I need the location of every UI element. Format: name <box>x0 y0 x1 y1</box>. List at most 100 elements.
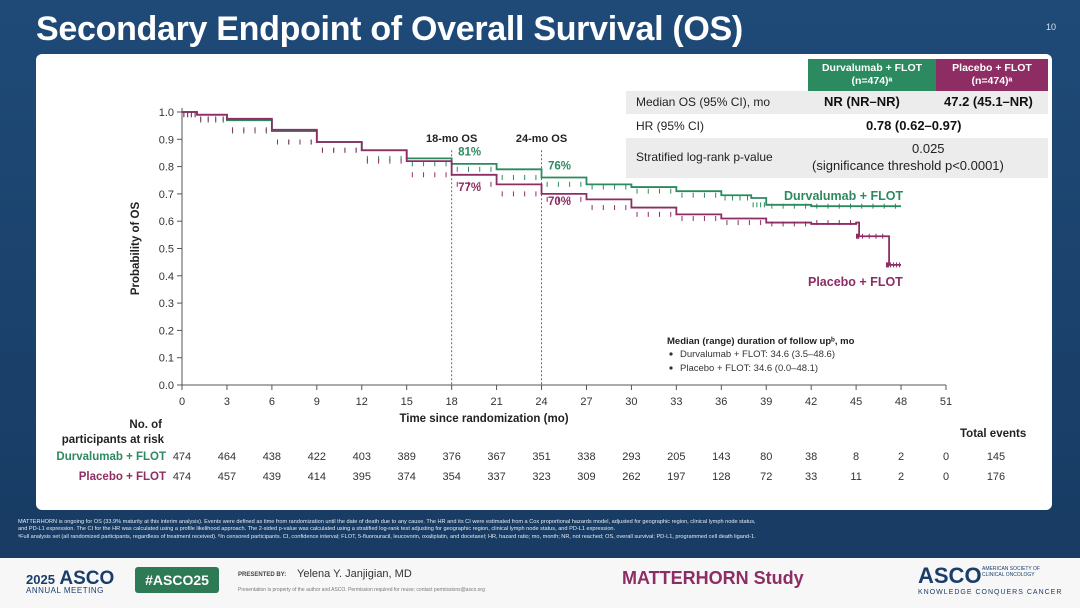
risk-count: 414 <box>308 471 326 483</box>
table-header-durvalumab: Durvalumab + FLOT (n=474)ᵃ <box>808 59 936 91</box>
y-tick-label: 0.1 <box>159 353 174 365</box>
bullet-icon <box>669 366 673 370</box>
asco-logo-right: ASCO <box>918 563 982 588</box>
risk-count: 457 <box>218 471 236 483</box>
presented-by-label: PRESENTED BY: <box>238 572 287 578</box>
total-events-value: 176 <box>987 471 1005 483</box>
series-label-placebo: Placebo + FLOT <box>808 275 903 289</box>
risk-count: 0 <box>943 471 949 483</box>
risk-count: 438 <box>263 451 281 463</box>
risk-count: 351 <box>532 451 550 463</box>
risk-count: 354 <box>442 471 460 483</box>
x-tick-label: 0 <box>179 396 185 408</box>
y-tick-label: 0.8 <box>159 162 174 174</box>
x-tick-label: 15 <box>401 396 413 408</box>
table-header-placebo-n: (n=474)ᵃ <box>971 75 1013 87</box>
risk-count: 439 <box>263 471 281 483</box>
asco-meeting-logo: 2025 ASCO <box>26 568 114 590</box>
follow-up-title: Median (range) duration of follow upᵇ, m… <box>667 336 855 347</box>
log-rank-threshold: (significance threshold p<0.0001) <box>812 158 1004 173</box>
x-tick-label: 42 <box>805 396 817 408</box>
landmark-durvalumab-value: 81% <box>458 147 481 159</box>
hr-value: 0.78 (0.62–0.97) <box>866 118 962 133</box>
risk-count: 72 <box>760 471 772 483</box>
footnote: MATTERHORN is ongoing for OS (33.9% matu… <box>18 519 1066 541</box>
footnote-line-2: and PD-L1 expression. The CI for the HR … <box>18 526 616 533</box>
risk-count: 367 <box>487 451 505 463</box>
x-tick-label: 30 <box>625 396 637 408</box>
risk-table-title-2: participants at risk <box>62 434 165 446</box>
y-tick-label: 0.7 <box>159 189 174 201</box>
km-curve-placebo <box>182 111 902 266</box>
y-tick-label: 0.0 <box>159 380 174 392</box>
hr-label: HR (95% CI) <box>636 119 705 133</box>
hashtag-badge: #ASCO25 <box>135 567 219 593</box>
presenter-name: Yelena Y. Janjigian, MD <box>297 568 412 580</box>
risk-count: 11 <box>850 471 861 483</box>
risk-count: 389 <box>398 451 416 463</box>
risk-count: 376 <box>442 451 460 463</box>
landmark-placebo-value: 70% <box>548 196 571 208</box>
landmark-label-24mo: 24-mo OS <box>516 133 567 145</box>
risk-count: 205 <box>667 451 685 463</box>
slide-number: 10 <box>1046 22 1057 32</box>
risk-count: 0 <box>943 451 949 463</box>
table-header-placebo-name: Placebo + FLOT <box>952 62 1032 74</box>
risk-count: 323 <box>532 471 550 483</box>
risk-row-label-placebo: Placebo + FLOT <box>79 471 166 483</box>
table-header-placebo: Placebo + FLOT (n=474)ᵃ <box>936 59 1048 91</box>
risk-count: 474 <box>173 451 191 463</box>
risk-count: 474 <box>173 471 191 483</box>
follow-up-durvalumab: Durvalumab + FLOT: 34.6 (3.5–48.6) <box>680 349 835 360</box>
y-tick-label: 0.2 <box>159 325 174 337</box>
risk-count: 403 <box>353 451 371 463</box>
risk-count: 464 <box>218 451 236 463</box>
risk-count: 38 <box>805 451 817 463</box>
median-os-durvalumab: NR (NR–NR) <box>824 94 900 109</box>
risk-count: 395 <box>353 471 371 483</box>
asco-tagline: KNOWLEDGE CONQUERS CANCER <box>918 589 1063 596</box>
risk-count: 80 <box>760 451 772 463</box>
y-tick-label: 1.0 <box>159 107 174 119</box>
x-tick-label: 27 <box>580 396 592 408</box>
risk-count: 143 <box>712 451 730 463</box>
median-os-label: Median OS (95% CI), mo <box>636 95 771 109</box>
x-tick-label: 36 <box>715 396 727 408</box>
median-os-placebo: 47.2 (45.1–NR) <box>944 94 1033 109</box>
x-tick-label: 18 <box>446 396 458 408</box>
risk-table-title-1: No. of <box>129 419 162 431</box>
risk-count: 374 <box>398 471 416 483</box>
risk-count: 337 <box>487 471 505 483</box>
footnote-line-3: ᵃFull analysis set (all randomized parti… <box>18 533 756 540</box>
risk-count: 338 <box>577 451 595 463</box>
table-row-log-rank: Stratified log-rank p-value 0.025 (signi… <box>626 138 1048 178</box>
x-tick-label: 33 <box>670 396 682 408</box>
total-events-value: 145 <box>987 451 1005 463</box>
x-tick-label: 9 <box>314 396 320 408</box>
x-tick-label: 39 <box>760 396 772 408</box>
landmark-placebo-value: 77% <box>458 182 481 194</box>
x-tick-label: 51 <box>940 396 952 408</box>
log-rank-p-value: 0.025 <box>912 141 945 156</box>
y-tick-label: 0.4 <box>159 271 174 283</box>
risk-count: 2 <box>898 471 904 483</box>
table-row-hr: HR (95% CI) 0.78 (0.62–0.97) <box>626 115 1048 137</box>
risk-count: 309 <box>577 471 595 483</box>
risk-count: 422 <box>308 451 326 463</box>
table-row-median-os: Median OS (95% CI), mo NR (NR–NR) 47.2 (… <box>626 91 1048 114</box>
x-tick-label: 24 <box>535 396 547 408</box>
x-tick-label: 12 <box>356 396 368 408</box>
table-header-durvalumab-n: (n=474)ᵃ <box>851 75 893 87</box>
presentation-note: Presentation is property of the author a… <box>238 587 485 593</box>
x-tick-label: 21 <box>490 396 502 408</box>
series-label-durvalumab: Durvalumab + FLOT <box>784 189 903 203</box>
footnote-line-1: MATTERHORN is ongoing for OS (33.9% matu… <box>18 519 756 525</box>
study-name: MATTERHORN Study <box>622 568 804 588</box>
y-tick-label: 0.5 <box>159 244 174 256</box>
risk-count: 33 <box>805 471 817 483</box>
risk-count: 262 <box>622 471 640 483</box>
asco-meeting-label: ANNUAL MEETING <box>26 586 104 595</box>
bullet-icon <box>669 352 673 356</box>
landmark-label-18mo: 18-mo OS <box>426 133 477 145</box>
